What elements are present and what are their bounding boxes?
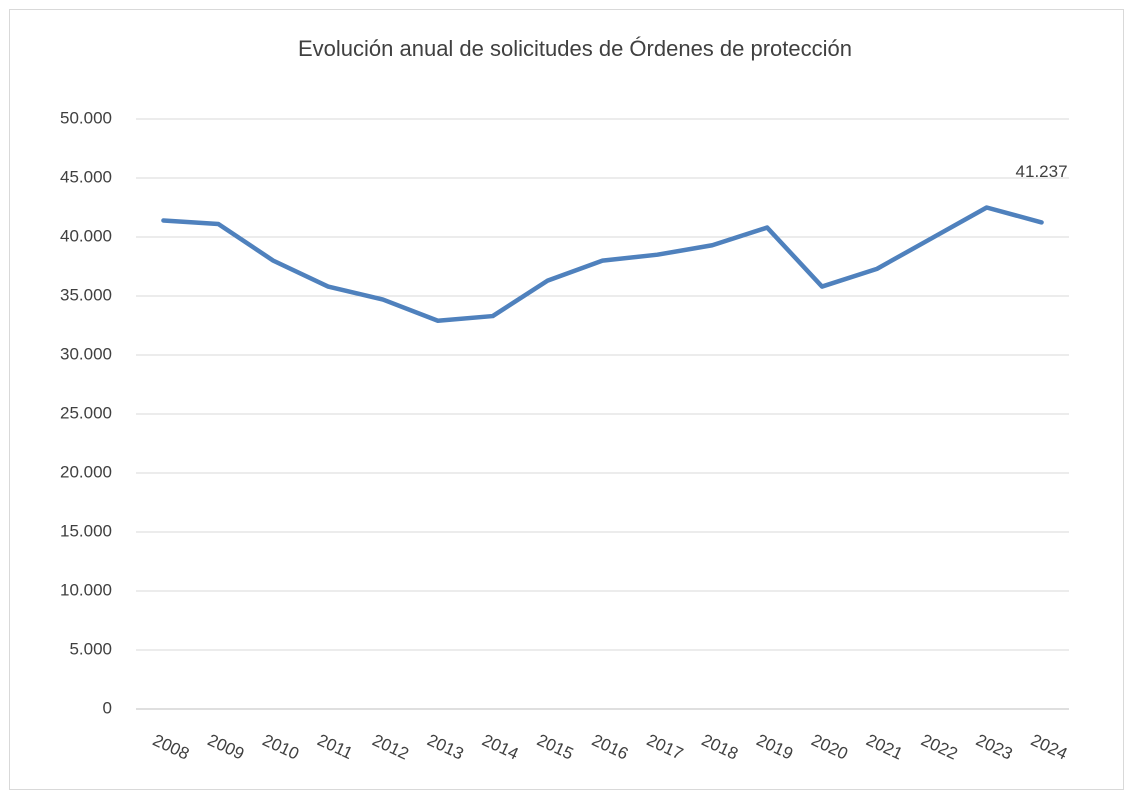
data-label: 41.237 [1016,162,1068,181]
y-tick-label: 25.000 [60,403,112,422]
y-tick-label: 15.000 [60,521,112,540]
chart-frame [9,9,1124,790]
line-series [161,205,1044,324]
y-tick-label: 0 [103,698,112,717]
y-tick-label: 20.000 [60,462,112,481]
y-tick-label: 10.000 [60,580,112,599]
y-tick-label: 40.000 [60,226,112,245]
y-tick-label: 35.000 [60,285,112,304]
chart-title: Evolución anual de solicitudes de Órdene… [298,36,852,61]
y-tick-label: 30.000 [60,344,112,363]
y-tick-label: 45.000 [60,167,112,186]
y-tick-label: 50.000 [60,108,112,127]
y-tick-label: 5.000 [69,639,112,658]
